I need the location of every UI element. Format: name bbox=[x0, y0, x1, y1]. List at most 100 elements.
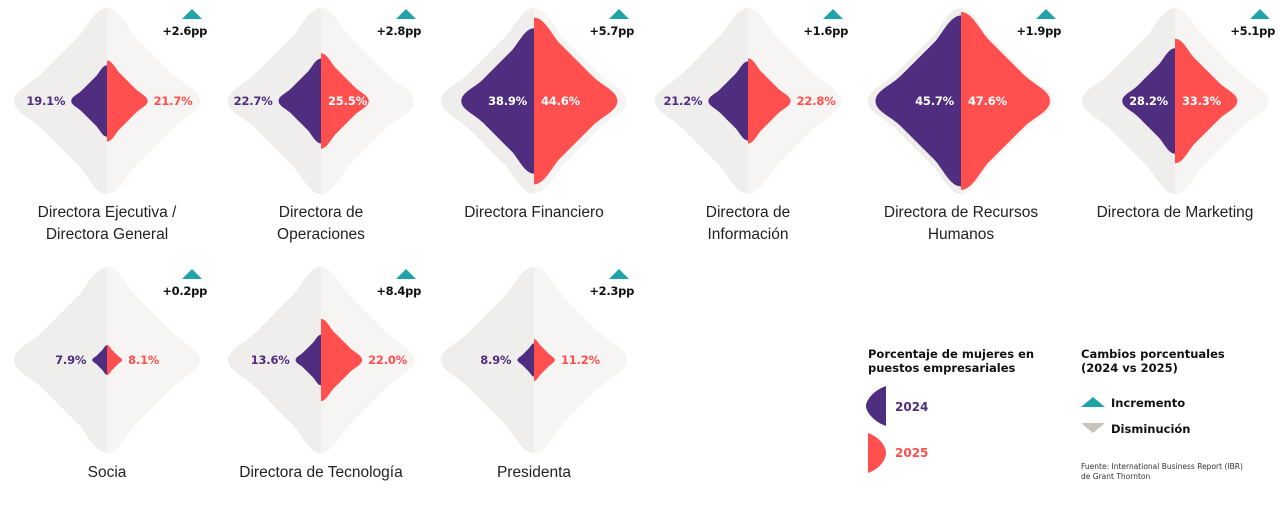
role-title-line: Socia bbox=[87, 464, 127, 481]
value-2025-label: 25.5% bbox=[328, 94, 367, 108]
value-2025-shape bbox=[321, 53, 369, 149]
legend-shares-title: Porcentaje de mujeres en puestos empresa… bbox=[868, 347, 1034, 375]
legend-changes-title-line: Cambios porcentuales bbox=[1081, 347, 1225, 361]
background-left bbox=[228, 8, 321, 194]
role-title: Directora de Tecnología bbox=[214, 462, 428, 484]
role-tile: 38.9% 44.6% +5.7pp Directora Financiero bbox=[427, 0, 641, 250]
value-2025-label: 8.1% bbox=[128, 353, 160, 367]
role-shape bbox=[655, 8, 843, 194]
role-shape bbox=[228, 267, 416, 453]
role-tile: 8.9% 11.2% +2.3pp Presidenta bbox=[427, 260, 641, 510]
value-2025-label: 21.7% bbox=[153, 94, 193, 108]
role-title: Directora Financiero bbox=[427, 202, 641, 224]
value-2025-shape bbox=[961, 12, 1050, 190]
increase-triangle-icon bbox=[1081, 397, 1105, 407]
increase-triangle-icon bbox=[1250, 9, 1270, 19]
legend-increase-label: Incremento bbox=[1111, 396, 1186, 410]
legend-shares-title-line: Porcentaje de mujeres en bbox=[868, 347, 1035, 361]
legend-arrows bbox=[1081, 397, 1105, 433]
change-label: +2.6pp bbox=[162, 24, 207, 38]
increase-triangle-icon bbox=[182, 269, 202, 279]
background-right bbox=[748, 8, 841, 194]
role-title-line: Directora de Tecnología bbox=[239, 464, 403, 481]
role-title-line: Presidenta bbox=[496, 464, 572, 481]
value-2024-shape bbox=[875, 15, 961, 187]
legend-2025-label: 2025 bbox=[895, 446, 929, 460]
value-2024-shape bbox=[517, 343, 534, 377]
legend-swatches bbox=[866, 386, 886, 473]
background-left bbox=[14, 267, 107, 453]
background-left bbox=[655, 8, 748, 194]
value-2024-label: 13.6% bbox=[250, 353, 290, 367]
role-shape bbox=[14, 267, 202, 453]
value-2024-label: 22.7% bbox=[233, 94, 273, 108]
role-tile: 7.9% 8.1% +0.2pp Socia bbox=[0, 260, 214, 510]
role-shape bbox=[228, 8, 416, 194]
value-2025-shape bbox=[321, 318, 363, 402]
background-left bbox=[228, 267, 321, 453]
increase-triangle-icon bbox=[182, 9, 202, 19]
role-shape bbox=[1082, 8, 1270, 194]
value-2024-label: 7.9% bbox=[55, 353, 87, 367]
role-title-line: Directora de Marketing bbox=[1096, 204, 1254, 221]
value-2025-label: 11.2% bbox=[560, 353, 600, 367]
value-2025-shape bbox=[107, 344, 123, 376]
change-label: +2.8pp bbox=[376, 24, 421, 38]
source-note: Fuente: International Business Report (I… bbox=[1081, 462, 1243, 482]
role-title: Directora Ejecutiva / Directora General bbox=[0, 202, 214, 245]
legend-shares-title-line: puestos empresariales bbox=[868, 361, 1016, 375]
value-2025-shape bbox=[534, 17, 618, 185]
value-2024-label: 28.2% bbox=[1129, 94, 1168, 108]
role-tile: 45.7% 47.6% +1.9pp Directora de Recursos Hum… bbox=[854, 0, 1068, 250]
increase-triangle-icon bbox=[609, 269, 629, 279]
change-label: +1.9pp bbox=[1016, 24, 1061, 38]
value-2024-shape bbox=[71, 65, 107, 137]
value-2024-label: 19.1% bbox=[26, 94, 66, 108]
value-2024-shape bbox=[295, 334, 321, 386]
source-line: Fuente: International Business Report (I… bbox=[1081, 462, 1243, 471]
legend-changes-title: Cambios porcentuales (2024 vs 2025) bbox=[1081, 347, 1225, 375]
role-title-line: Directora Financiero bbox=[464, 204, 604, 221]
role-title-line: Directora de Recursos bbox=[883, 204, 1039, 221]
role-shape bbox=[14, 8, 202, 194]
role-shape bbox=[868, 8, 1056, 194]
role-tile: 13.6% 22.0% +8.4pp Directora de Tecnología bbox=[214, 260, 428, 510]
increase-triangle-icon bbox=[823, 9, 843, 19]
role-title-line: Directora Ejecutiva / bbox=[37, 204, 177, 221]
background-left bbox=[14, 8, 107, 194]
legend-2025-swatch bbox=[868, 433, 886, 473]
role-title: Presidenta bbox=[427, 462, 641, 484]
value-2024-shape bbox=[92, 345, 107, 375]
role-tile: 28.2% 33.3% +5.1pp Directora de Marketing bbox=[1068, 0, 1280, 250]
role-title-line: Directora de bbox=[705, 204, 791, 221]
value-2025-shape bbox=[534, 339, 555, 381]
role-title: Socia bbox=[0, 462, 214, 484]
role-title-line: Información bbox=[707, 225, 789, 243]
value-2024-shape bbox=[278, 58, 321, 144]
increase-triangle-icon bbox=[1036, 9, 1056, 19]
value-2025-label: 47.6% bbox=[968, 94, 1007, 108]
change-label: +0.2pp bbox=[162, 284, 207, 298]
value-2024-shape bbox=[461, 28, 534, 174]
value-2025-label: 33.3% bbox=[1182, 94, 1221, 108]
role-title: Directora de Marketing bbox=[1068, 202, 1280, 224]
role-shape bbox=[441, 8, 629, 194]
role-title-line: Directora General bbox=[45, 225, 169, 243]
increase-triangle-icon bbox=[396, 269, 416, 279]
role-title-line: Directora de bbox=[278, 204, 364, 221]
value-2025-shape bbox=[1175, 38, 1238, 164]
value-2024-label: 38.9% bbox=[488, 94, 527, 108]
value-2024-shape bbox=[1122, 48, 1175, 154]
value-2024-label: 8.9% bbox=[480, 353, 512, 367]
value-2025-shape bbox=[748, 58, 791, 144]
legend-decrease-label: Disminución bbox=[1111, 422, 1191, 436]
value-2025-label: 44.6% bbox=[541, 94, 580, 108]
role-tile: 19.1% 21.7% +2.6pp Directora Ejecutiva / Dir… bbox=[0, 0, 214, 250]
legend-changes-title-line: (2024 vs 2025) bbox=[1081, 361, 1178, 375]
background-left bbox=[441, 267, 534, 453]
value-2024-label: 45.7% bbox=[915, 94, 954, 108]
change-label: +5.7pp bbox=[589, 24, 634, 38]
increase-triangle-icon bbox=[396, 9, 416, 19]
decrease-triangle-icon bbox=[1081, 423, 1105, 433]
role-title-line: Operaciones bbox=[277, 225, 365, 243]
